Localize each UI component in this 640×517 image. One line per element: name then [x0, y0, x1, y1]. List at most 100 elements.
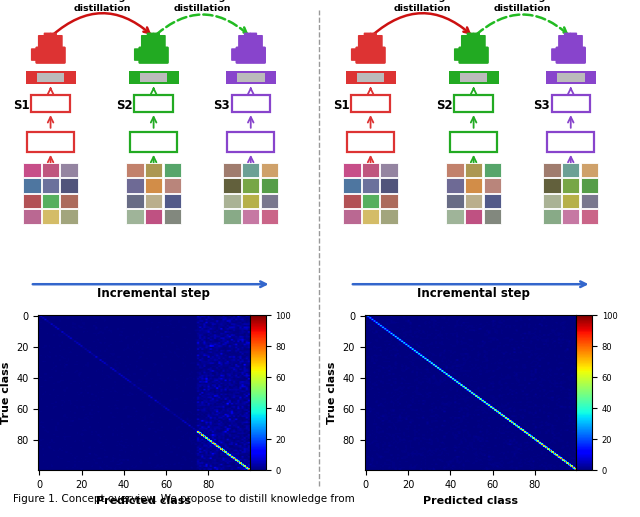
FancyBboxPatch shape — [223, 178, 241, 193]
FancyBboxPatch shape — [60, 178, 78, 193]
FancyBboxPatch shape — [351, 95, 390, 112]
FancyBboxPatch shape — [465, 178, 483, 193]
FancyBboxPatch shape — [483, 162, 501, 177]
FancyBboxPatch shape — [50, 33, 57, 50]
Text: S1: S1 — [13, 99, 29, 112]
FancyBboxPatch shape — [238, 35, 245, 50]
FancyBboxPatch shape — [458, 47, 489, 64]
FancyBboxPatch shape — [483, 194, 501, 208]
FancyBboxPatch shape — [260, 194, 278, 208]
FancyBboxPatch shape — [570, 33, 577, 50]
FancyBboxPatch shape — [145, 178, 163, 193]
FancyBboxPatch shape — [380, 178, 398, 193]
Text: Figure 1. Concept overview. We propose to distill knowledge from: Figure 1. Concept overview. We propose t… — [13, 494, 355, 504]
FancyBboxPatch shape — [244, 33, 251, 50]
FancyBboxPatch shape — [145, 162, 163, 177]
FancyBboxPatch shape — [543, 194, 561, 208]
FancyBboxPatch shape — [223, 209, 241, 224]
FancyBboxPatch shape — [153, 33, 160, 50]
FancyBboxPatch shape — [126, 194, 144, 208]
FancyBboxPatch shape — [260, 162, 278, 177]
FancyBboxPatch shape — [473, 33, 480, 50]
FancyBboxPatch shape — [346, 71, 396, 84]
FancyBboxPatch shape — [558, 35, 565, 50]
FancyBboxPatch shape — [483, 178, 501, 193]
FancyBboxPatch shape — [147, 33, 154, 50]
FancyBboxPatch shape — [362, 178, 380, 193]
FancyBboxPatch shape — [232, 95, 270, 112]
FancyBboxPatch shape — [227, 131, 275, 152]
FancyBboxPatch shape — [223, 162, 241, 177]
FancyBboxPatch shape — [356, 73, 385, 82]
Text: Knowledge
distillation: Knowledge distillation — [493, 0, 552, 12]
FancyBboxPatch shape — [145, 209, 163, 224]
FancyBboxPatch shape — [231, 48, 238, 61]
FancyBboxPatch shape — [370, 33, 377, 50]
FancyBboxPatch shape — [362, 194, 380, 208]
FancyBboxPatch shape — [31, 48, 38, 61]
FancyBboxPatch shape — [134, 48, 141, 61]
FancyBboxPatch shape — [543, 162, 561, 177]
FancyBboxPatch shape — [42, 194, 60, 208]
Text: Knowledge
distillation: Knowledge distillation — [73, 0, 131, 12]
FancyBboxPatch shape — [23, 178, 41, 193]
FancyBboxPatch shape — [343, 209, 361, 224]
FancyBboxPatch shape — [580, 194, 598, 208]
FancyBboxPatch shape — [343, 194, 361, 208]
FancyBboxPatch shape — [557, 73, 584, 82]
Y-axis label: True class: True class — [327, 362, 337, 424]
Text: S3: S3 — [213, 99, 230, 112]
FancyBboxPatch shape — [562, 209, 579, 224]
FancyBboxPatch shape — [355, 47, 386, 64]
FancyBboxPatch shape — [446, 162, 464, 177]
FancyBboxPatch shape — [237, 73, 264, 82]
FancyBboxPatch shape — [564, 33, 571, 50]
FancyBboxPatch shape — [260, 178, 278, 193]
FancyBboxPatch shape — [226, 71, 276, 84]
FancyBboxPatch shape — [454, 95, 493, 112]
FancyBboxPatch shape — [163, 194, 181, 208]
FancyBboxPatch shape — [60, 194, 78, 208]
FancyBboxPatch shape — [38, 35, 45, 50]
FancyBboxPatch shape — [362, 162, 380, 177]
FancyBboxPatch shape — [556, 47, 586, 64]
FancyBboxPatch shape — [23, 162, 41, 177]
FancyBboxPatch shape — [23, 209, 41, 224]
FancyBboxPatch shape — [163, 162, 181, 177]
FancyBboxPatch shape — [479, 35, 486, 50]
FancyBboxPatch shape — [44, 33, 51, 50]
FancyBboxPatch shape — [580, 162, 598, 177]
FancyBboxPatch shape — [380, 209, 398, 224]
FancyBboxPatch shape — [163, 209, 181, 224]
FancyBboxPatch shape — [134, 95, 173, 112]
Y-axis label: True class: True class — [1, 362, 11, 424]
FancyBboxPatch shape — [35, 47, 66, 64]
FancyBboxPatch shape — [483, 209, 501, 224]
FancyBboxPatch shape — [376, 35, 383, 50]
FancyBboxPatch shape — [454, 48, 461, 61]
FancyBboxPatch shape — [364, 33, 371, 50]
Text: Knowledge
distillation: Knowledge distillation — [393, 0, 451, 12]
FancyBboxPatch shape — [56, 35, 63, 50]
FancyBboxPatch shape — [465, 209, 483, 224]
FancyBboxPatch shape — [351, 48, 358, 61]
FancyBboxPatch shape — [343, 178, 361, 193]
FancyBboxPatch shape — [380, 162, 398, 177]
FancyBboxPatch shape — [250, 33, 257, 50]
Text: S3: S3 — [533, 99, 550, 112]
FancyBboxPatch shape — [42, 162, 60, 177]
FancyBboxPatch shape — [467, 33, 474, 50]
FancyBboxPatch shape — [347, 131, 394, 152]
FancyBboxPatch shape — [446, 194, 464, 208]
FancyBboxPatch shape — [552, 95, 590, 112]
FancyBboxPatch shape — [547, 131, 595, 152]
Text: S2: S2 — [436, 99, 452, 112]
FancyBboxPatch shape — [130, 131, 177, 152]
FancyBboxPatch shape — [580, 178, 598, 193]
FancyBboxPatch shape — [242, 209, 259, 224]
FancyBboxPatch shape — [236, 47, 266, 64]
FancyBboxPatch shape — [242, 194, 259, 208]
Text: Incremental step: Incremental step — [97, 287, 210, 300]
FancyBboxPatch shape — [129, 71, 179, 84]
FancyBboxPatch shape — [380, 194, 398, 208]
